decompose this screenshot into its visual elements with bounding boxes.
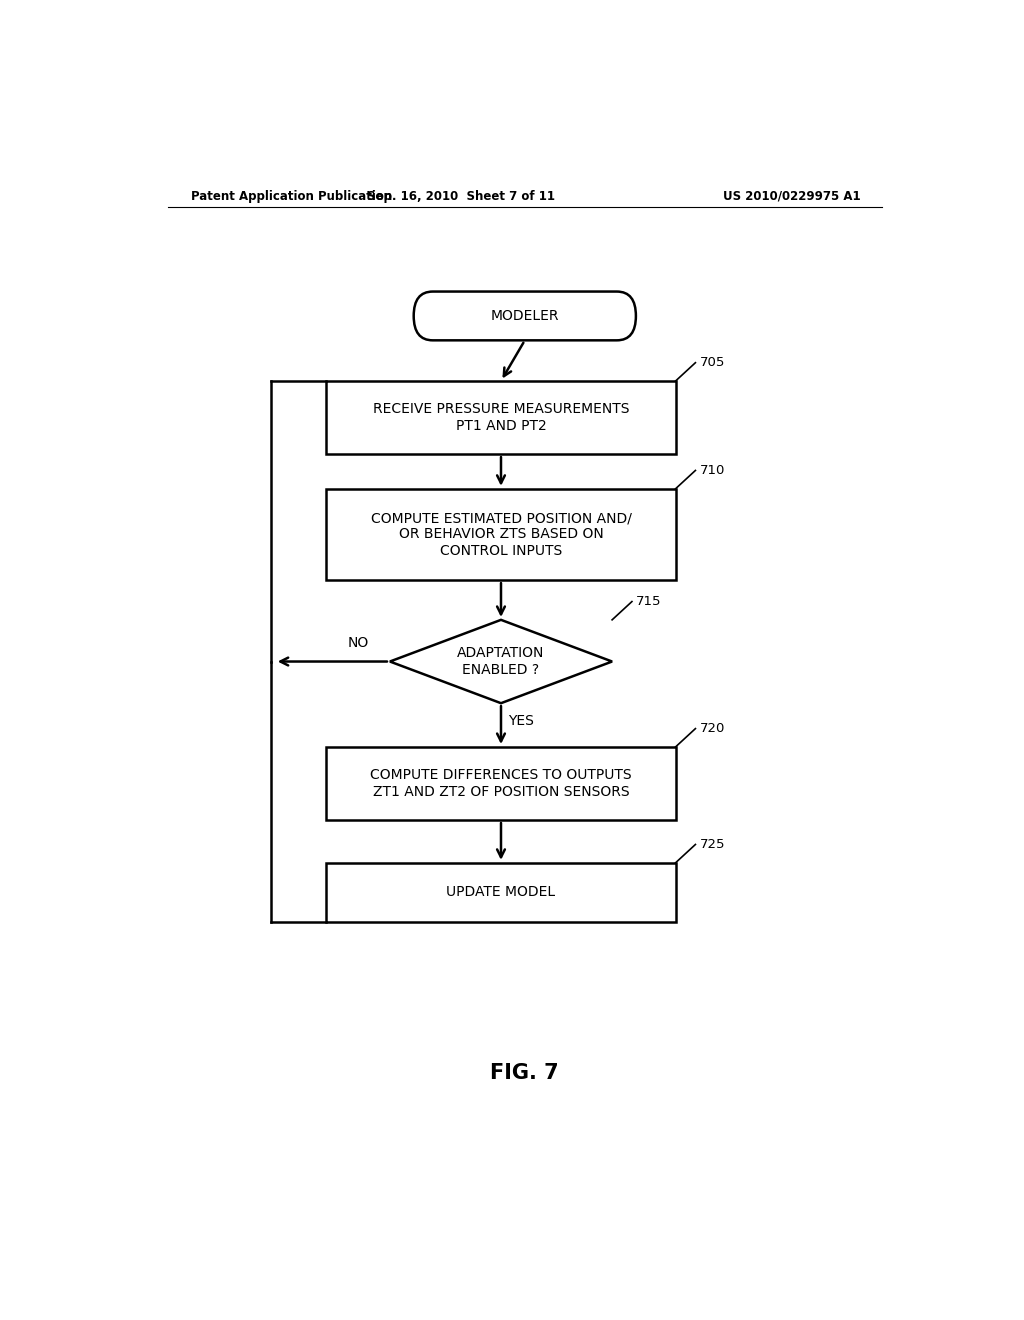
Text: YES: YES <box>508 714 534 729</box>
Text: US 2010/0229975 A1: US 2010/0229975 A1 <box>723 190 861 202</box>
Text: Patent Application Publication: Patent Application Publication <box>191 190 393 202</box>
Text: UPDATE MODEL: UPDATE MODEL <box>446 886 556 899</box>
Text: ADAPTATION
ENABLED ?: ADAPTATION ENABLED ? <box>458 647 545 677</box>
Text: Sep. 16, 2010  Sheet 7 of 11: Sep. 16, 2010 Sheet 7 of 11 <box>368 190 555 202</box>
Text: MODELER: MODELER <box>490 309 559 323</box>
Text: 705: 705 <box>699 356 725 370</box>
Text: 715: 715 <box>636 595 662 609</box>
Text: 720: 720 <box>699 722 725 735</box>
Text: 725: 725 <box>699 838 725 851</box>
FancyBboxPatch shape <box>327 747 676 820</box>
Polygon shape <box>390 620 612 704</box>
Text: COMPUTE ESTIMATED POSITION AND/
OR BEHAVIOR ZTS BASED ON
CONTROL INPUTS: COMPUTE ESTIMATED POSITION AND/ OR BEHAV… <box>371 511 632 557</box>
FancyBboxPatch shape <box>327 381 676 454</box>
Text: FIG. 7: FIG. 7 <box>490 1063 559 1084</box>
Text: COMPUTE DIFFERENCES TO OUTPUTS
ZT1 AND ZT2 OF POSITION SENSORS: COMPUTE DIFFERENCES TO OUTPUTS ZT1 AND Z… <box>371 768 632 799</box>
FancyBboxPatch shape <box>327 863 676 921</box>
Text: RECEIVE PRESSURE MEASUREMENTS
PT1 AND PT2: RECEIVE PRESSURE MEASUREMENTS PT1 AND PT… <box>373 403 629 433</box>
FancyBboxPatch shape <box>414 292 636 341</box>
FancyBboxPatch shape <box>327 488 676 581</box>
Text: NO: NO <box>347 636 369 651</box>
Text: 710: 710 <box>699 463 725 477</box>
